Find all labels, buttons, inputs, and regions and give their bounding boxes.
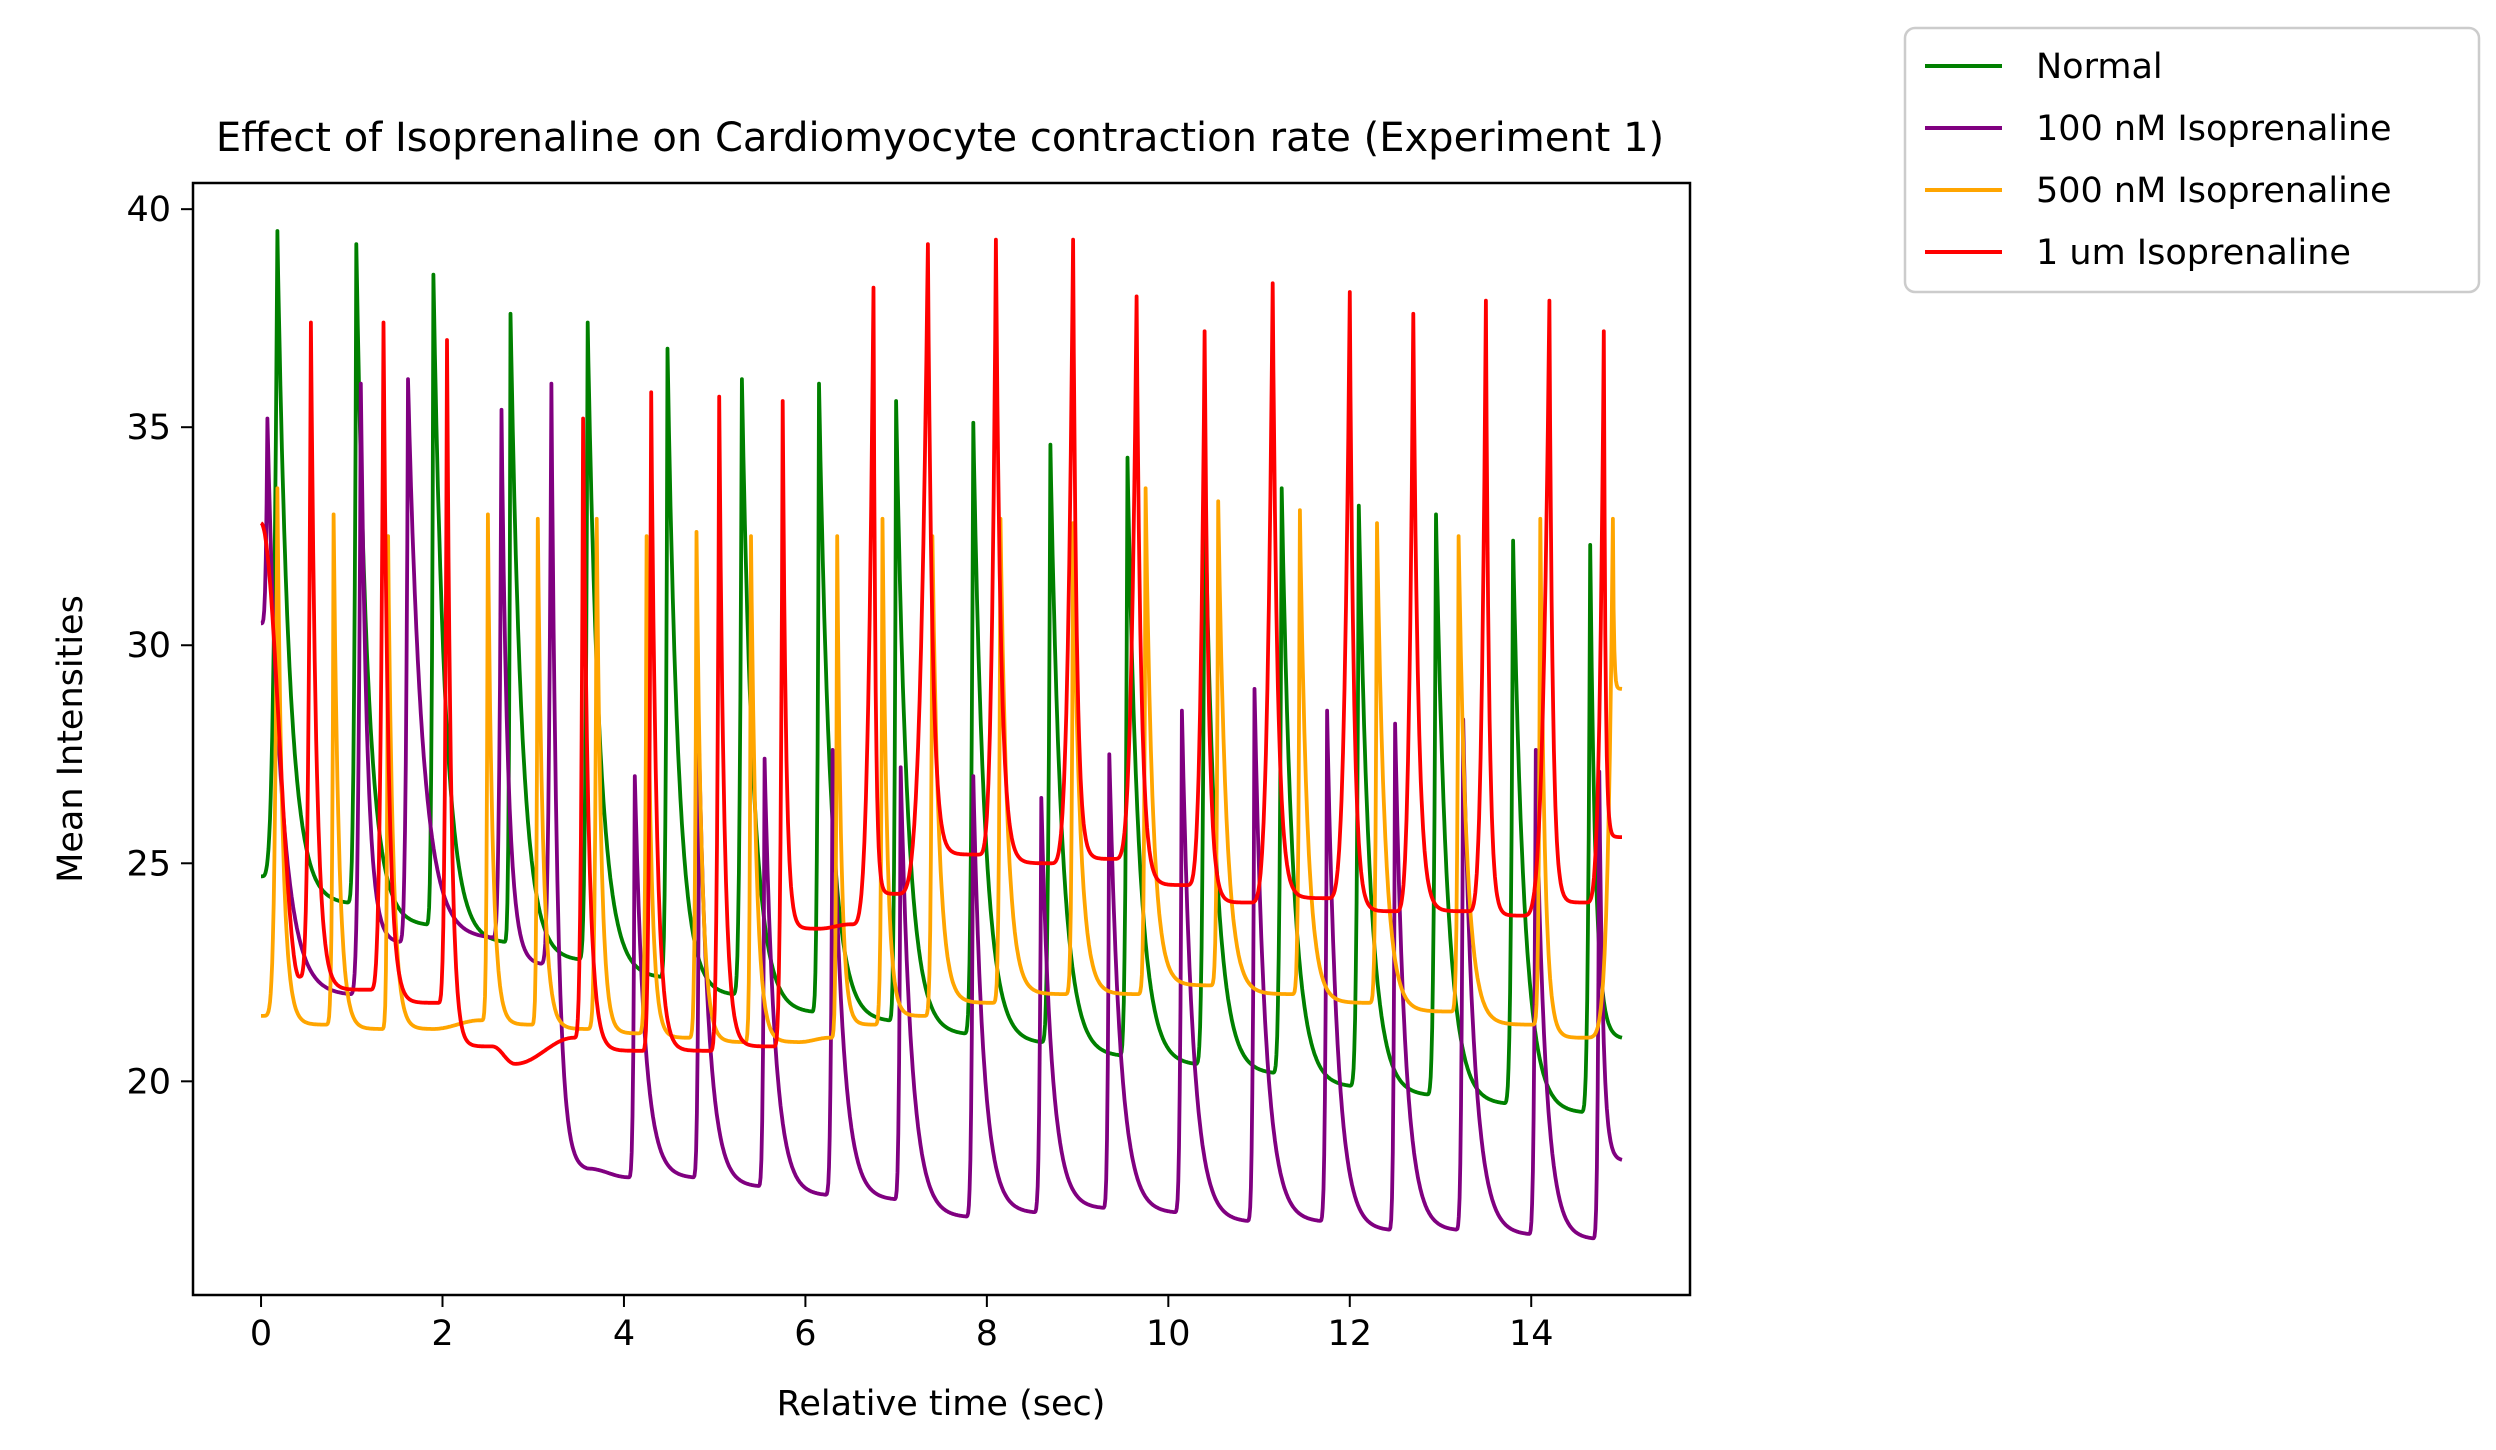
x-tick-label: 8 — [976, 1314, 998, 1354]
y-tick-label: 40 — [126, 190, 171, 230]
y-tick-label: 35 — [126, 408, 171, 448]
plot-area-frame — [191, 181, 1692, 1297]
x-axis-label: Relative time (sec) — [777, 1384, 1106, 1424]
x-tick-label: 0 — [250, 1314, 272, 1354]
x-tick-label: 2 — [431, 1314, 453, 1354]
chart-title: Effect of Isoprenaline on Cardiomyocyte … — [216, 115, 1664, 161]
y-tick-label: 30 — [126, 626, 171, 666]
y-tick-label: 20 — [126, 1062, 171, 1102]
legend-label: 1 um Isoprenaline — [2036, 233, 2351, 273]
x-tick-label: 10 — [1146, 1314, 1191, 1354]
y-axis-label: Mean Intensities — [51, 595, 91, 883]
axis-ticks: 0 2 4 6 8 10 12 14 20 25 30 35 40 — [126, 190, 1553, 1354]
series-line-3 — [259, 237, 1624, 1066]
series-line-2 — [259, 486, 1624, 1044]
x-tick-label: 6 — [794, 1314, 816, 1354]
x-tick-label: 14 — [1509, 1314, 1554, 1354]
series-lines — [259, 229, 1624, 1241]
x-tick-label: 12 — [1327, 1314, 1372, 1354]
legend-box — [1903, 26, 2481, 294]
legend-label: Normal — [2036, 47, 2163, 87]
series-line-1 — [259, 377, 1624, 1241]
x-tick-label: 4 — [613, 1314, 635, 1354]
y-tick-label: 25 — [126, 844, 171, 884]
legend-label: 100 nM Isoprenaline — [2036, 109, 2392, 149]
legend: Normal 100 nM Isoprenaline 500 nM Isoprena… — [1903, 26, 2481, 294]
legend-label: 500 nM Isoprenaline — [2036, 171, 2392, 211]
